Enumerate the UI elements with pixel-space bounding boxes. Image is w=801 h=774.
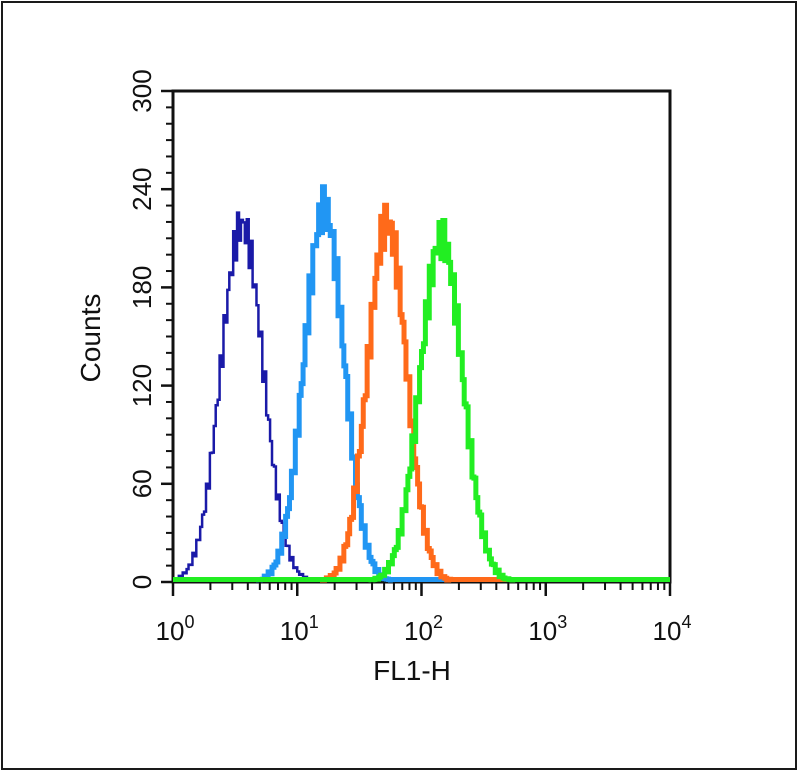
histogram-series-4 bbox=[173, 217, 670, 583]
x-tick-label: 101 bbox=[280, 612, 319, 646]
x-axis-title: FL1-H bbox=[373, 655, 451, 686]
y-axis-title: Counts bbox=[75, 294, 106, 383]
x-tick-label: 102 bbox=[404, 612, 443, 646]
y-tick-label: 300 bbox=[127, 69, 157, 112]
y-tick-label: 240 bbox=[127, 168, 157, 211]
x-tick-label: 103 bbox=[528, 612, 567, 646]
y-tick-label: 0 bbox=[127, 575, 157, 589]
x-tick-label: 104 bbox=[653, 612, 692, 646]
y-tick-label: 60 bbox=[127, 469, 157, 498]
y-axis: 0 60 120 180 240 300 bbox=[127, 69, 173, 589]
x-tick-label: 100 bbox=[156, 612, 195, 646]
series-layer bbox=[173, 184, 670, 583]
y-tick-label: 120 bbox=[127, 364, 157, 407]
x-axis: 100 101 102 103 104 bbox=[156, 582, 692, 646]
y-tick-label: 180 bbox=[127, 266, 157, 309]
